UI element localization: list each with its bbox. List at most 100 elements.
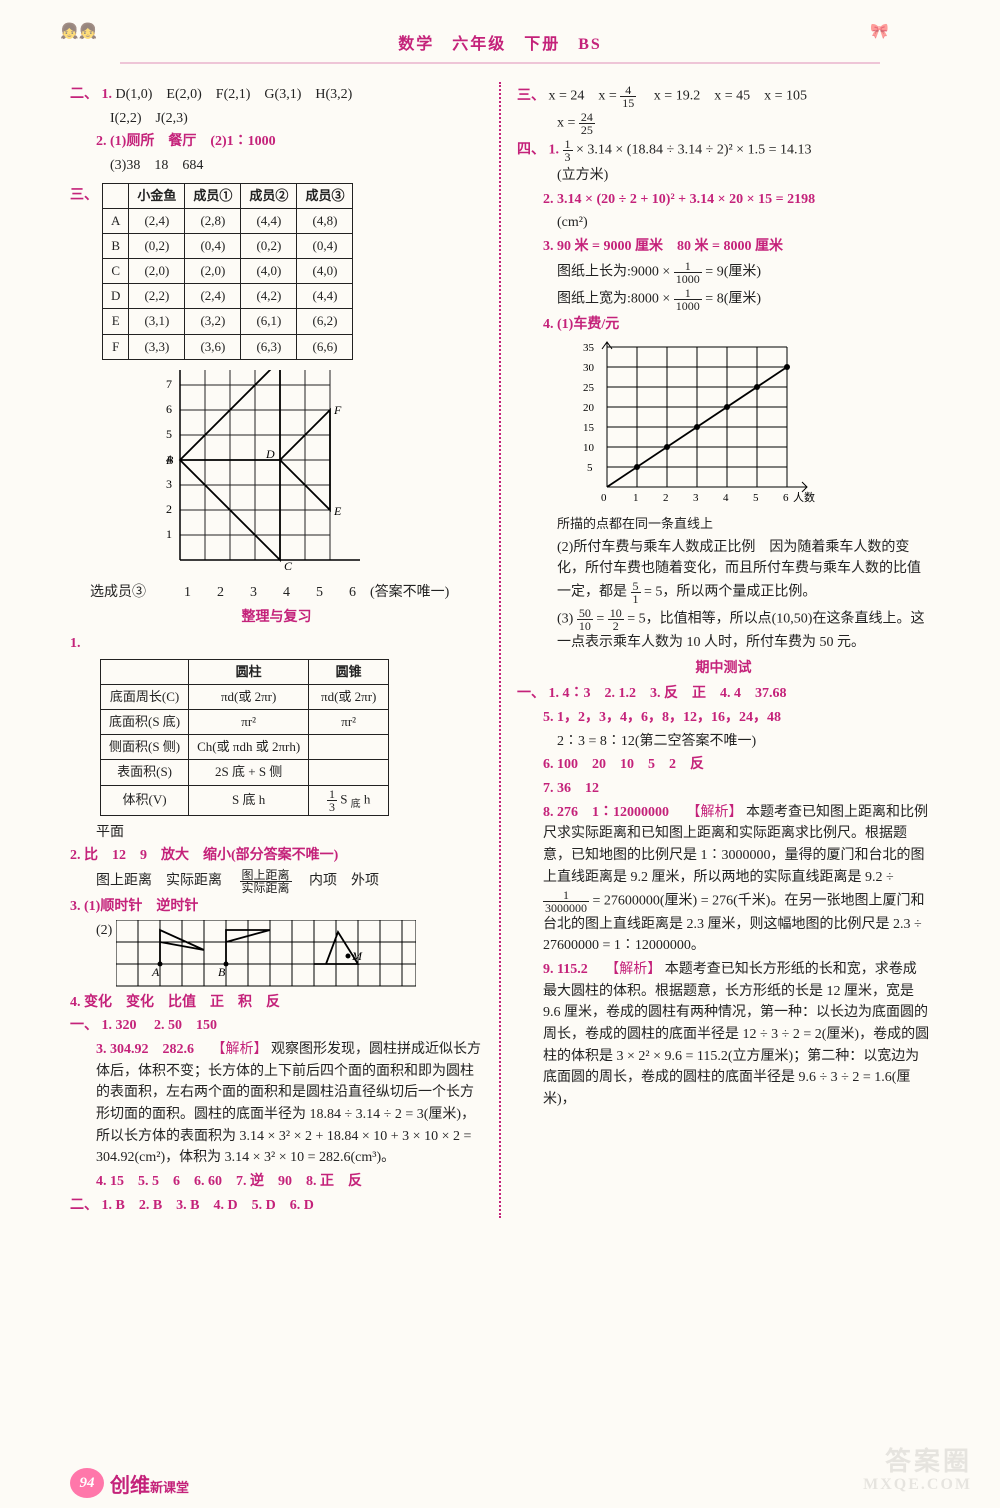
r-three: 三、 <box>517 89 545 104</box>
f4-3: (3) <box>557 612 577 627</box>
c: (3,6) <box>185 334 241 359</box>
sec-two2: 二、 <box>70 1198 98 1213</box>
q2frac: 图上距离实际距离 <box>240 869 292 894</box>
rf3fr2: 11000 <box>674 287 702 312</box>
c: 13 S 底 h <box>309 785 389 815</box>
l-two-1: 1. <box>102 87 113 102</box>
deco-left: 👧👧 <box>60 22 130 82</box>
sec2body: 1. B 2. B 3. B 4. D 5. D 6. D <box>102 1198 314 1213</box>
r3f2: 2425 <box>579 111 595 136</box>
table-row: D(2,2)(2,4)(4,2)(4,4) <box>103 284 353 309</box>
c: B <box>103 234 129 259</box>
r3f1: 415 <box>620 84 636 109</box>
rf1u: (立方米) <box>517 165 930 187</box>
c: (3,1) <box>129 309 185 334</box>
rs1: 一、 <box>517 686 545 701</box>
c: (4,4) <box>297 284 353 309</box>
r3b3: x = <box>557 116 579 131</box>
c: 2S 底 + S 侧 <box>189 760 309 785</box>
table-row: 表面积(S)2S 底 + S 侧 <box>101 760 389 785</box>
rf4: 4. (1)车费/元 <box>543 317 619 332</box>
svg-text:5: 5 <box>587 462 593 474</box>
column-separator <box>499 82 501 1218</box>
footer: 94 创维新课堂 <box>70 1468 189 1498</box>
header-underline <box>120 62 880 64</box>
c: 底面积(S 底) <box>101 710 189 735</box>
table-cyl-cone: 圆柱圆锥 底面周长(C)πd(或 2πr)πd(或 2πr) 底面积(S 底)π… <box>100 659 389 816</box>
svg-text:6: 6 <box>783 492 789 504</box>
c: πr² <box>309 710 389 735</box>
table-row: B(0,2)(0,4)(0,2)(0,4) <box>103 234 353 259</box>
c: (4,0) <box>297 259 353 284</box>
svg-text:7: 7 <box>166 377 172 391</box>
page-number: 94 <box>70 1468 104 1498</box>
pts1: D(1,0) E(2,0) F(2,1) G(3,1) H(3,2) <box>116 87 353 102</box>
f4-3m: = <box>596 612 607 627</box>
q1-3n: 3. 304.92 282.6 <box>96 1042 208 1057</box>
c: 表面积(S) <box>101 760 189 785</box>
svg-text:D: D <box>265 447 275 461</box>
table-row: 体积(V)S 底 h13 S 底 h <box>101 785 389 815</box>
rs1-5b: 2∶3 = 8∶12(第二空答案不唯一) <box>517 731 930 753</box>
c: A <box>103 208 129 233</box>
jiexi3: 【解析】 <box>605 962 661 977</box>
q2n: 2. 比 12 9 放大 缩小(部分答案不唯一) <box>70 848 338 863</box>
svg-text:C: C <box>284 559 293 573</box>
c: (2,4) <box>185 284 241 309</box>
c: 体积(V) <box>101 785 189 815</box>
c: (0,2) <box>241 234 297 259</box>
rs1-9: 9. 115.2 <box>543 962 602 977</box>
svg-text:A: A <box>151 965 160 979</box>
sec-three: 三、 <box>70 185 98 207</box>
th0 <box>103 183 129 208</box>
rf3a: 图纸上长为:9000 × <box>557 264 674 279</box>
svg-text:1: 1 <box>166 527 172 541</box>
c: (2,4) <box>129 208 185 233</box>
c: 侧面积(S 侧) <box>101 735 189 760</box>
c: (2,0) <box>129 259 185 284</box>
c: (4,4) <box>241 208 297 233</box>
c: (3,2) <box>185 309 241 334</box>
fare-chart: 5101520253035 0123456 人数 <box>577 337 827 512</box>
rs1-8: 8. 276 1∶12000000 <box>543 805 683 820</box>
c: πd(或 2πr) <box>189 684 309 709</box>
wm1: 答案圈 <box>863 1448 972 1477</box>
svg-text:人数: 人数 <box>793 491 815 504</box>
right-column: 三、 x = 24 x = 415 x = 19.2 x = 45 x = 10… <box>517 82 930 1218</box>
c: πd(或 2πr) <box>309 684 389 709</box>
svg-text:5: 5 <box>166 427 172 441</box>
c: (4,8) <box>297 208 353 233</box>
th3: 成员② <box>241 183 297 208</box>
c: (0,2) <box>129 234 185 259</box>
th2: 成员① <box>185 183 241 208</box>
svg-text:E: E <box>333 504 342 518</box>
q3n: 3. (1)顺时针 逆时针 <box>70 899 198 914</box>
s1i2: 2. 50 150 <box>154 1018 217 1033</box>
c: (2,8) <box>185 208 241 233</box>
jiexi2: 【解析】 <box>687 805 743 820</box>
section-midterm: 期中测试 <box>517 658 930 680</box>
wm2: MXQE.COM <box>863 1476 972 1494</box>
rs1-5: 5. 1，2，3，4，6，8，12，16，24，48 <box>543 710 781 725</box>
rs1-7: 7. 36 12 <box>543 781 599 796</box>
c: (6,2) <box>297 309 353 334</box>
c <box>101 659 189 684</box>
c: (2,2) <box>129 284 185 309</box>
f4fr: 51 <box>631 580 641 605</box>
c: E <box>103 309 129 334</box>
brand1: 创维 <box>110 1475 150 1497</box>
rf1: 1. <box>549 143 563 158</box>
sec-two: 二、 <box>70 87 98 102</box>
svg-text:6: 6 <box>166 402 172 416</box>
deco-right: 🎀 <box>870 22 940 82</box>
pts2: I(2,2) J(2,3) <box>70 108 483 130</box>
c: (6,1) <box>241 309 297 334</box>
f4note: 所描的点都在同一条直线上 <box>517 514 930 534</box>
table-row: 底面积(S 底)πr²πr² <box>101 710 389 735</box>
c: (6,3) <box>241 334 297 359</box>
c: 圆锥 <box>309 659 389 684</box>
table-row: F(3,3)(3,6)(6,3)(6,6) <box>103 334 353 359</box>
f4-3b: 102 <box>608 607 624 632</box>
grid-figure-2: ABM <box>116 920 416 990</box>
rs1-1: 1. 4∶3 2. 1.2 3. 反 正 4. 4 37.68 <box>549 686 787 701</box>
